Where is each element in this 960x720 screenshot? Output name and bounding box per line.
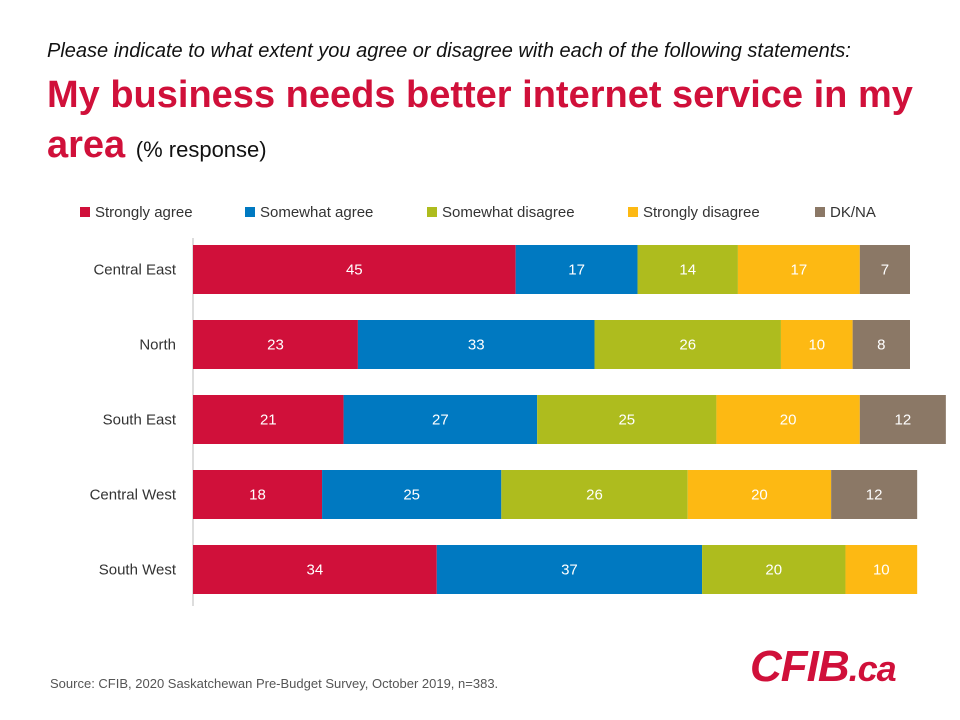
data-label: 12: [894, 412, 911, 429]
data-label: 17: [791, 262, 808, 279]
data-label: 26: [679, 337, 696, 354]
bar-segment: [737, 245, 860, 294]
bar-segment: [436, 545, 703, 594]
data-label: 18: [249, 487, 266, 504]
bar-segment: [594, 320, 781, 369]
chart-title: My business needs better internet servic…: [47, 70, 927, 175]
data-label: 7: [881, 262, 889, 279]
legend-swatch: [628, 207, 638, 217]
survey-question: Please indicate to what extent you agree…: [47, 40, 851, 62]
cfib-logo: CFIB.ca: [750, 642, 897, 691]
data-label: 23: [267, 337, 284, 354]
bar-segment: [702, 545, 846, 594]
bar-segment: [637, 245, 738, 294]
data-label: 12: [866, 487, 883, 504]
bar-segment: [193, 395, 344, 444]
data-label: 34: [307, 562, 324, 579]
legend-label: Somewhat disagree: [442, 204, 575, 221]
data-label: 10: [808, 337, 825, 354]
data-label: 20: [765, 562, 782, 579]
legend-label: Strongly agree: [95, 204, 193, 221]
bar-segment: [515, 245, 638, 294]
data-label: 37: [561, 562, 578, 579]
data-label: 20: [751, 487, 768, 504]
data-label: 17: [568, 262, 585, 279]
legend-swatch: [245, 207, 255, 217]
data-label: 10: [873, 562, 890, 579]
legend-swatch: [80, 207, 90, 217]
bar-segment: [859, 395, 946, 444]
category-label: Central West: [90, 487, 177, 504]
category-label: North: [139, 337, 176, 354]
category-label: Central East: [93, 262, 176, 279]
bar-segment: [845, 545, 918, 594]
legend-swatch: [815, 207, 825, 217]
category-label: South East: [103, 412, 177, 429]
data-label: 14: [679, 262, 696, 279]
bar-segment: [859, 245, 910, 294]
bar-segment: [687, 470, 832, 519]
bar-segment: [193, 470, 323, 519]
data-label: 21: [260, 412, 277, 429]
chart-title-text: My business needs better internet servic…: [47, 74, 913, 166]
bar-segment: [322, 470, 502, 519]
category-label: South West: [99, 562, 177, 579]
data-label: 26: [586, 487, 603, 504]
data-label: 33: [468, 337, 485, 354]
bar-segment: [831, 470, 918, 519]
data-label: 25: [403, 487, 420, 504]
chart-subtitle: (% response): [135, 137, 267, 162]
data-label: 27: [432, 412, 449, 429]
data-label: 20: [780, 412, 797, 429]
data-label: 45: [346, 262, 363, 279]
data-label: 25: [618, 412, 635, 429]
legend-label: Strongly disagree: [643, 204, 760, 221]
bar-segment: [537, 395, 717, 444]
bar-segment: [716, 395, 860, 444]
bar-segment: [193, 545, 437, 594]
legend-swatch: [427, 207, 437, 217]
bar-segment: [343, 395, 538, 444]
bar-segment: [501, 470, 688, 519]
bar-segment: [193, 320, 358, 369]
bar-segment: [780, 320, 853, 369]
legend-label: DK/NA: [830, 204, 876, 221]
bar-segment: [357, 320, 595, 369]
bar-segment: [852, 320, 910, 369]
bar-segment: [193, 245, 516, 294]
data-label: 8: [877, 337, 885, 354]
legend-label: Somewhat agree: [260, 204, 373, 221]
source-note: Source: CFIB, 2020 Saskatchewan Pre-Budg…: [50, 676, 499, 691]
